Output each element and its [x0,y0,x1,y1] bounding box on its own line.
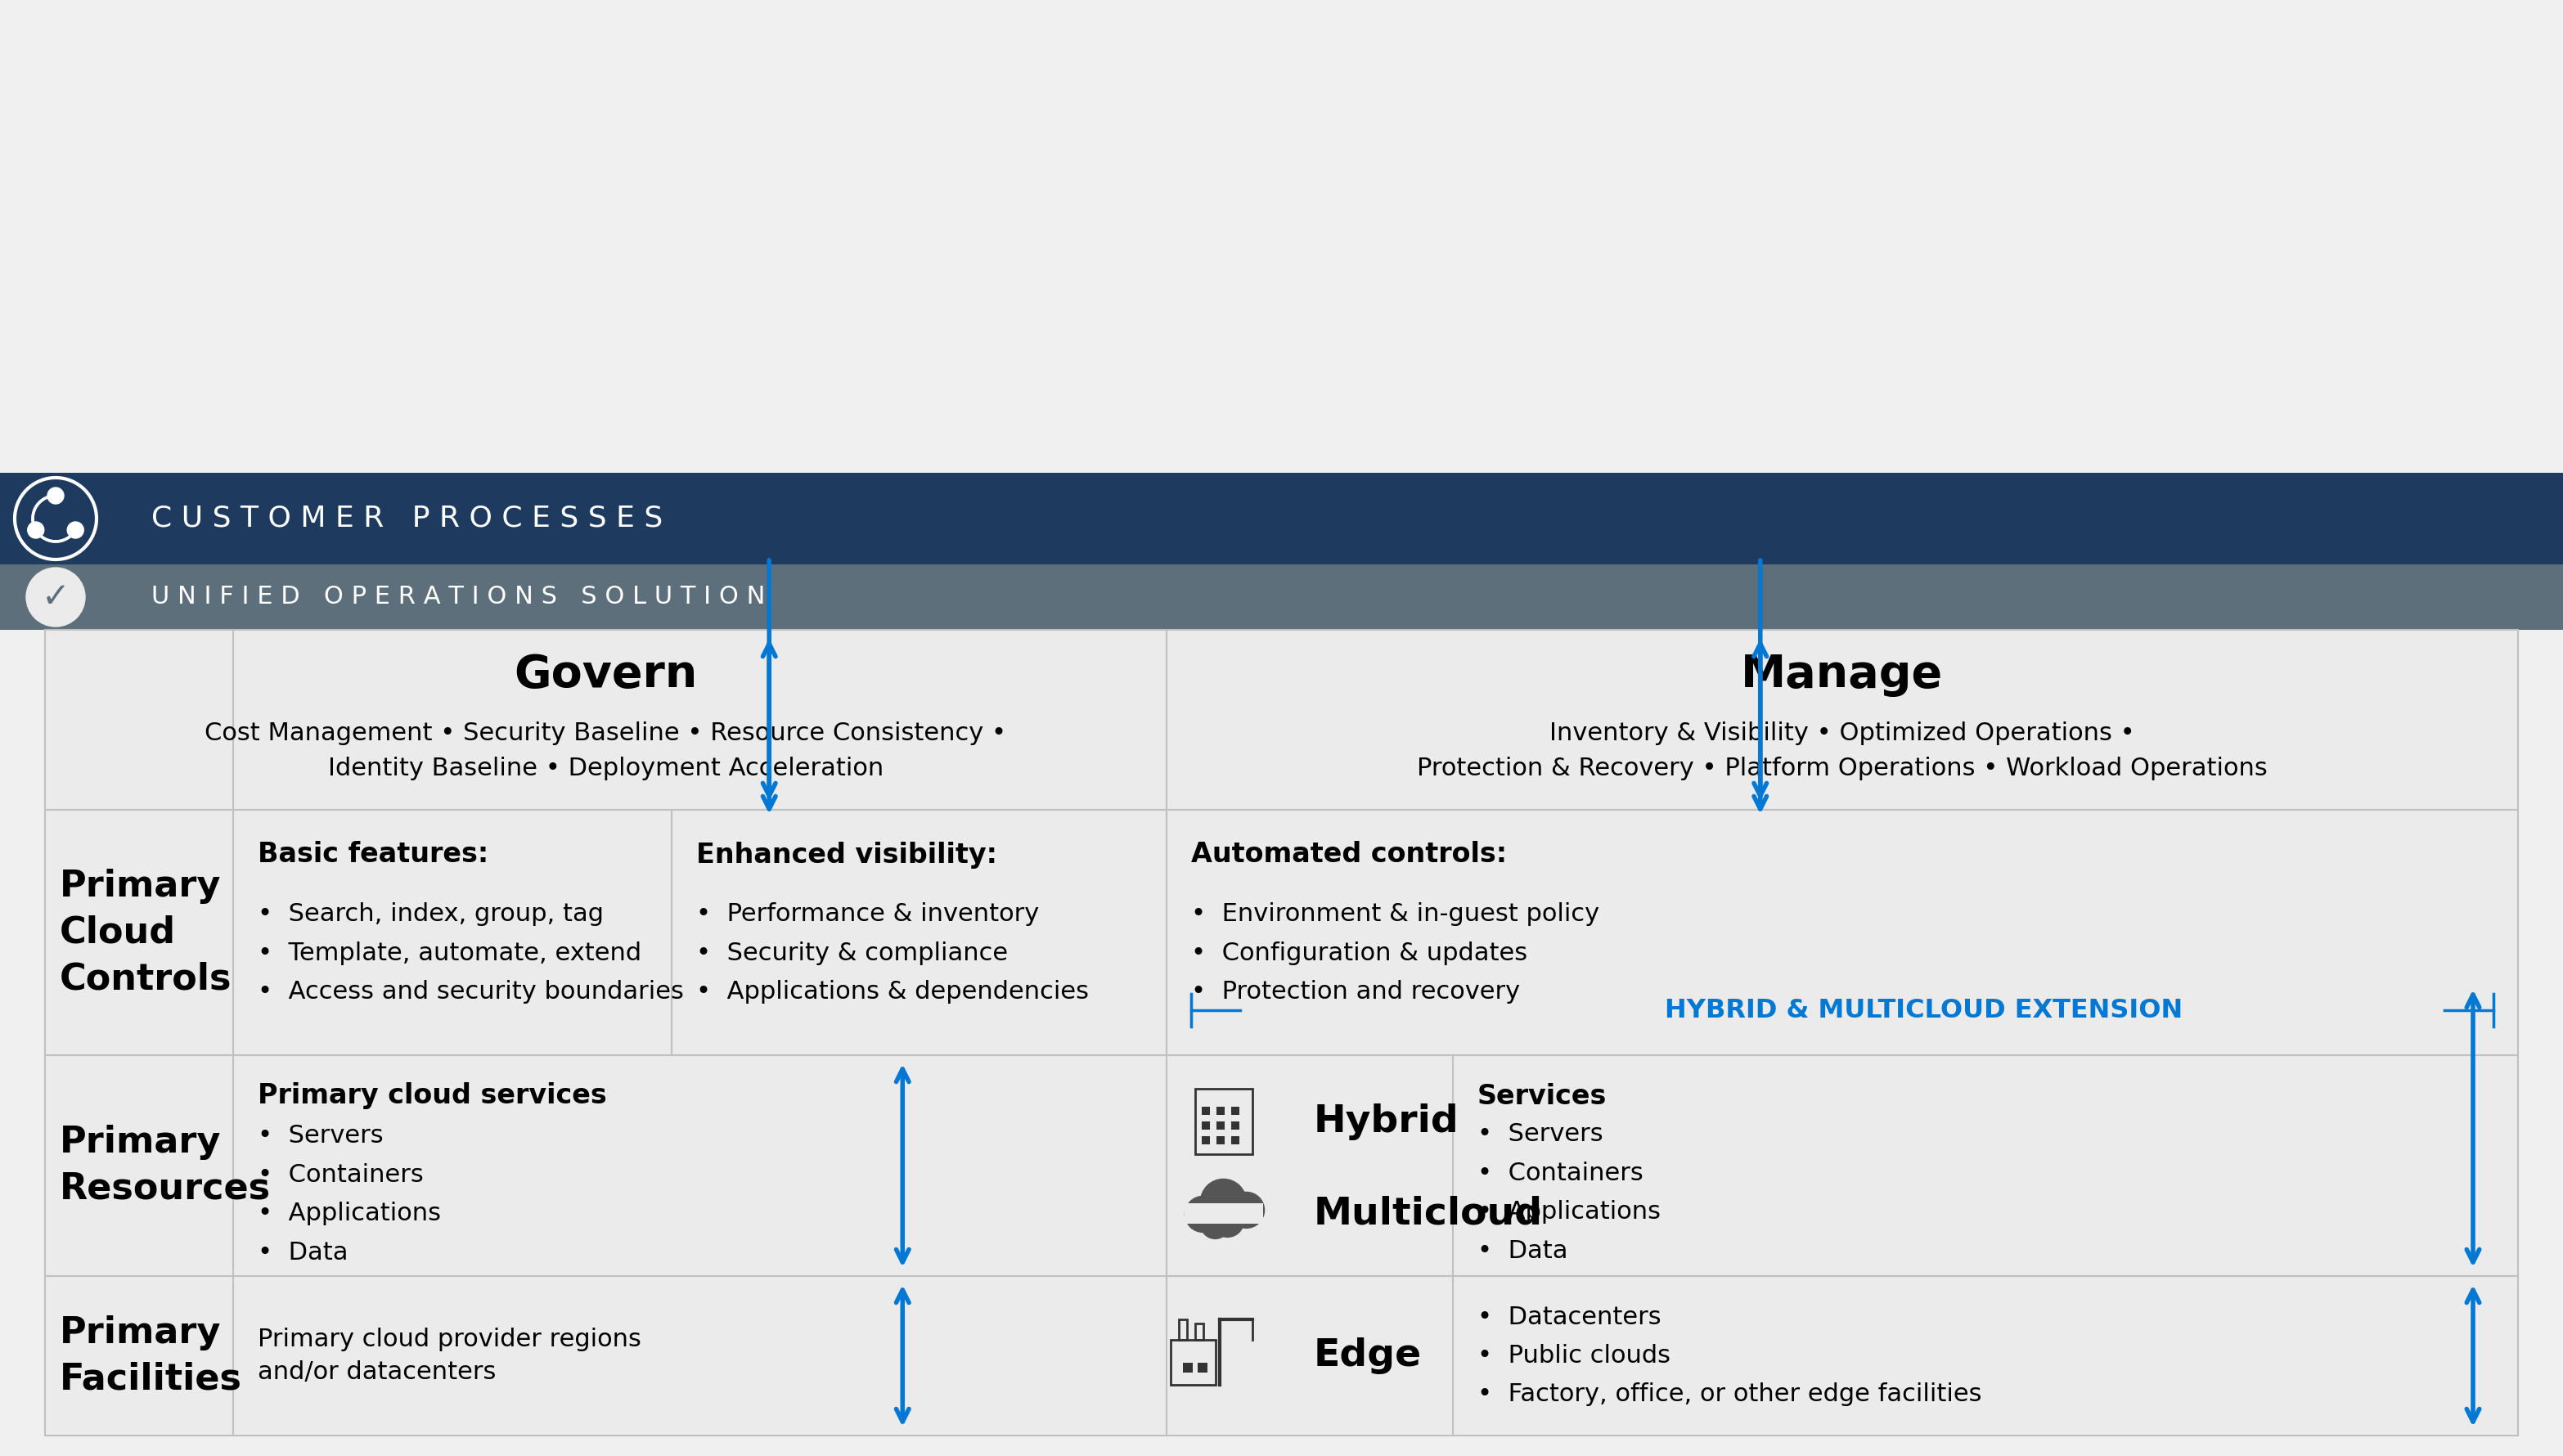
Circle shape [1199,1179,1246,1224]
Bar [1182,1363,1192,1372]
Text: Cost Management • Security Baseline • Resource Consistency •
Identity Baseline •: Cost Management • Security Baseline • Re… [205,722,1007,780]
Circle shape [15,478,97,559]
Bar [1197,1363,1207,1372]
Circle shape [67,521,85,539]
Text: Multicloud: Multicloud [1312,1195,1543,1233]
Bar [0,473,2563,565]
Text: C U S T O M E R   P R O C E S S E S: C U S T O M E R P R O C E S S E S [151,505,664,533]
Circle shape [1184,1197,1220,1232]
Bar [0,565,2563,630]
Bar [1202,1136,1210,1144]
Circle shape [1212,1204,1243,1238]
Bar [1215,1107,1225,1115]
Text: •  Performance & inventory
•  Security & compliance
•  Applications & dependenci: • Performance & inventory • Security & c… [697,903,1089,1003]
Text: •  Servers
•  Containers
•  Applications
•  Data: • Servers • Containers • Applications • … [259,1124,441,1264]
Bar [1230,1107,1238,1115]
Bar [1194,1324,1202,1340]
Bar [1184,1204,1264,1224]
Circle shape [26,568,85,626]
Bar [1202,1107,1210,1115]
Bar [1215,1136,1225,1144]
Text: Basic features:: Basic features: [259,842,490,868]
Text: Primary cloud services: Primary cloud services [259,1083,607,1109]
Text: Services: Services [1476,1083,1607,1109]
Bar [1171,1340,1215,1385]
Text: Govern: Govern [513,652,697,697]
Text: ✓: ✓ [41,579,69,614]
Bar [46,630,2517,1436]
Text: •  Environment & in-guest policy
•  Configuration & updates
•  Protection and re: • Environment & in-guest policy • Config… [1192,903,1599,1003]
Circle shape [28,521,44,539]
Bar [1230,1136,1238,1144]
Text: Inventory & Visibility • Optimized Operations •
Protection & Recovery • Platform: Inventory & Visibility • Optimized Opera… [1417,722,2268,780]
Text: •  Search, index, group, tag
•  Template, automate, extend
•  Access and securit: • Search, index, group, tag • Template, … [259,903,684,1003]
Text: Manage: Manage [1740,652,1943,697]
Text: Primary
Facilities: Primary Facilities [59,1315,241,1396]
Text: Hybrid: Hybrid [1312,1104,1458,1140]
Bar [46,630,2517,1436]
Bar [1202,1121,1210,1130]
Bar [1179,1319,1187,1340]
Text: Enhanced visibility:: Enhanced visibility: [697,842,997,868]
Text: Primary cloud provider regions
and/or datacenters: Primary cloud provider regions and/or da… [259,1328,641,1385]
Text: Edge: Edge [1312,1338,1422,1374]
Text: •  Datacenters
•  Public clouds
•  Factory, office, or other edge facilities: • Datacenters • Public clouds • Factory,… [1476,1305,1981,1406]
Text: Primary
Cloud
Controls: Primary Cloud Controls [59,869,231,996]
Bar [1215,1121,1225,1130]
Text: •  Servers
•  Containers
•  Applications
•  Data: • Servers • Containers • Applications • … [1476,1123,1661,1262]
Bar [1194,1089,1253,1155]
Circle shape [49,488,64,504]
Bar [1230,1121,1238,1130]
Text: U N I F I E D   O P E R A T I O N S   S O L U T I O N: U N I F I E D O P E R A T I O N S S O L … [151,585,766,609]
Text: Automated controls:: Automated controls: [1192,842,1507,868]
Circle shape [1199,1210,1230,1239]
Circle shape [1228,1192,1264,1227]
Text: Primary
Resources: Primary Resources [59,1125,272,1207]
Text: HYBRID & MULTICLOUD EXTENSION: HYBRID & MULTICLOUD EXTENSION [1666,997,2184,1024]
